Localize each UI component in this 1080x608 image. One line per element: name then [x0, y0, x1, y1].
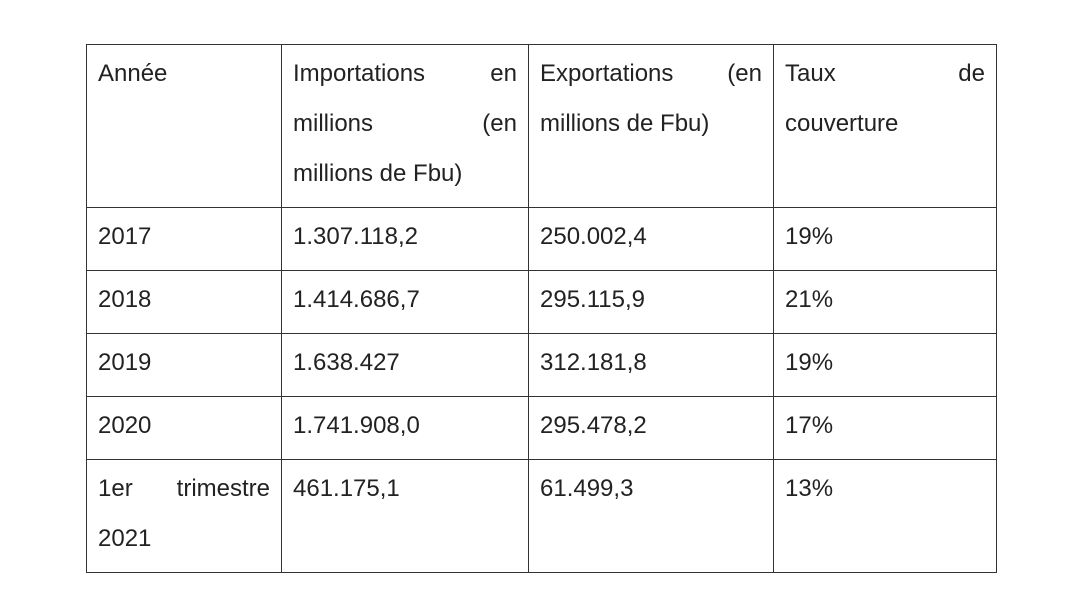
cell-year: 2017: [86, 207, 282, 271]
header-exports-line-1: Exportations (en: [540, 60, 762, 87]
cell-exports: 295.478,2: [528, 396, 774, 460]
cell-year: 2018: [86, 270, 282, 334]
table-row: 2018 1.414.686,7 295.115,9 21%: [86, 270, 997, 334]
cell-imports: 461.175,1: [281, 459, 529, 573]
header-imports-line-3: millions de Fbu): [293, 160, 463, 187]
cell-exports: 61.499,3: [528, 459, 774, 573]
header-coverage-line-2: couverture: [785, 110, 899, 137]
trade-table: Année Importations en millions (en milli…: [86, 44, 997, 573]
cell-coverage: 19%: [773, 333, 997, 397]
cell-year: 1er trimestre 2021: [86, 459, 282, 573]
table-row: 1er trimestre 2021 461.175,1 61.499,3 13…: [86, 459, 997, 573]
header-year: Année: [86, 44, 282, 208]
table-header-row: Année Importations en millions (en milli…: [86, 44, 997, 208]
cell-exports: 250.002,4: [528, 207, 774, 271]
header-coverage: Taux de couverture: [773, 44, 997, 208]
table-row: 2020 1.741.908,0 295.478,2 17%: [86, 396, 997, 460]
cell-imports: 1.638.427: [281, 333, 529, 397]
cell-year: 2020: [86, 396, 282, 460]
header-imports-line-1: Importations en: [293, 60, 517, 87]
cell-coverage: 17%: [773, 396, 997, 460]
cell-imports: 1.307.118,2: [281, 207, 529, 271]
header-year-label: Année: [98, 60, 168, 87]
header-coverage-line-1: Taux de: [785, 60, 985, 87]
cell-exports: 312.181,8: [528, 333, 774, 397]
cell-year-line-2: 2021: [98, 525, 152, 552]
header-imports-line-2: millions (en: [293, 110, 517, 137]
cell-coverage: 13%: [773, 459, 997, 573]
table-row: 2017 1.307.118,2 250.002,4 19%: [86, 207, 997, 271]
table-row: 2019 1.638.427 312.181,8 19%: [86, 333, 997, 397]
cell-coverage: 21%: [773, 270, 997, 334]
header-exports-line-2: millions de Fbu): [540, 110, 710, 137]
cell-imports: 1.741.908,0: [281, 396, 529, 460]
cell-coverage: 19%: [773, 207, 997, 271]
cell-exports: 295.115,9: [528, 270, 774, 334]
header-imports: Importations en millions (en millions de…: [281, 44, 529, 208]
header-exports: Exportations (en millions de Fbu): [528, 44, 774, 208]
cell-year: 2019: [86, 333, 282, 397]
cell-year-line-1: 1er trimestre: [98, 475, 270, 502]
cell-imports: 1.414.686,7: [281, 270, 529, 334]
